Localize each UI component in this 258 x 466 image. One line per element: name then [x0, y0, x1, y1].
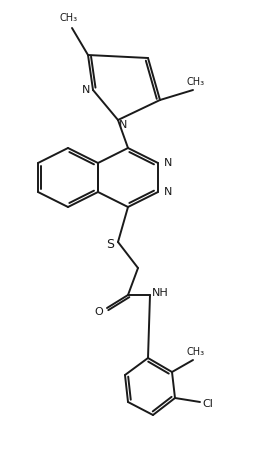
Text: N: N [164, 158, 172, 168]
Text: O: O [95, 307, 103, 317]
Text: N: N [82, 85, 90, 95]
Text: N: N [119, 120, 127, 130]
Text: S: S [106, 238, 114, 251]
Text: CH₃: CH₃ [60, 13, 78, 23]
Text: NH: NH [152, 288, 168, 298]
Text: N: N [164, 187, 172, 197]
Text: Cl: Cl [203, 399, 213, 409]
Text: CH₃: CH₃ [187, 347, 205, 357]
Text: CH₃: CH₃ [187, 77, 205, 87]
